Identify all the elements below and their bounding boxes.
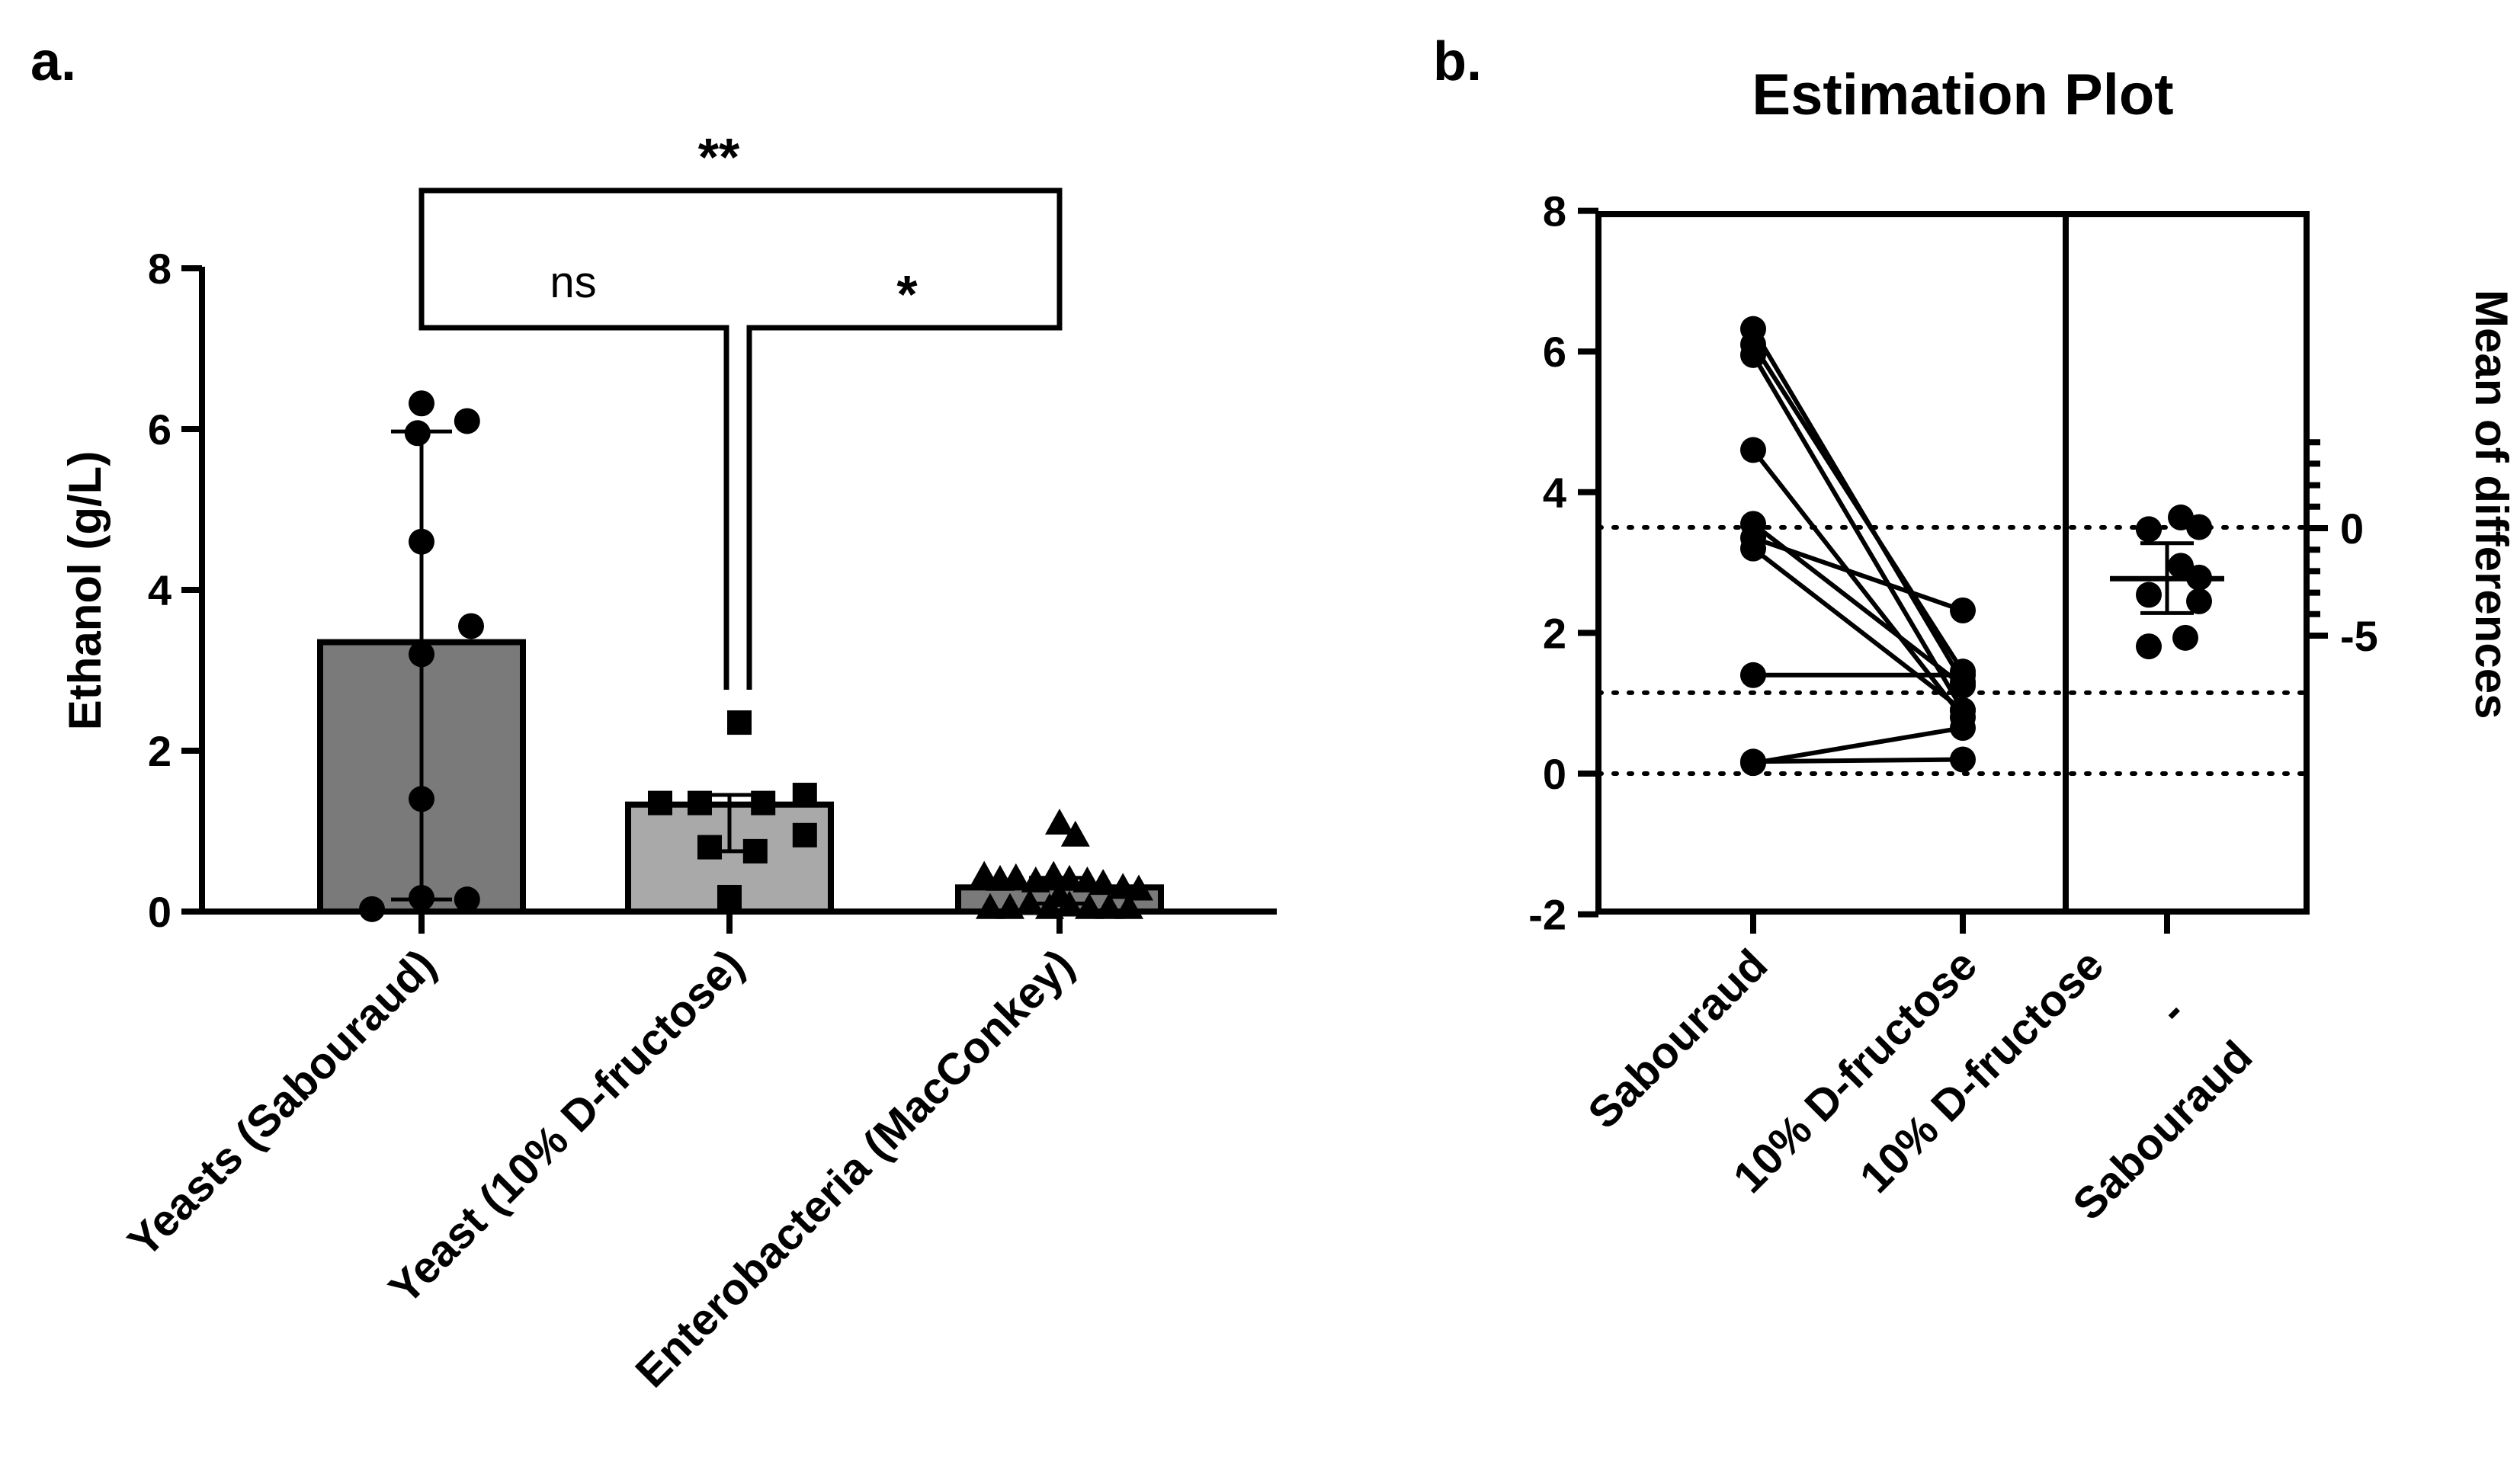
data-point [458, 613, 484, 639]
y-tick-label: 2 [1543, 609, 1566, 657]
data-point [1950, 662, 1976, 688]
y-tick-label: 4 [148, 566, 172, 614]
data-point [1950, 746, 1976, 773]
difference-point [2136, 633, 2162, 660]
data-point [1950, 597, 1976, 623]
category-label: Yeast (10% D-fructose) [380, 940, 753, 1313]
data-point [454, 408, 480, 434]
data-point [1740, 437, 1766, 463]
difference-point [2136, 582, 2162, 608]
data-point [1740, 662, 1766, 688]
y-tick-label: 0 [1543, 750, 1566, 798]
data-point [1740, 341, 1766, 368]
data-point [1950, 715, 1976, 742]
data-point [792, 822, 817, 848]
data-point [1060, 820, 1090, 847]
difference-label-bottom: Sabouraud [2063, 1031, 2262, 1229]
data-point [792, 783, 817, 808]
y-tick-label: 2 [148, 727, 172, 775]
difference-label-sep: - [2149, 988, 2195, 1033]
data-point [648, 790, 672, 816]
panel-b-label: b. [1433, 31, 1482, 92]
significance-label: * [896, 264, 918, 324]
data-point [727, 710, 752, 735]
panel-a-y-label: Ethanol (g/L) [59, 451, 111, 731]
data-point [1001, 863, 1031, 889]
right-y-tick-label: -5 [2340, 612, 2378, 660]
pair-line [1751, 448, 1965, 719]
y-tick-label: 6 [1543, 328, 1566, 376]
significance-bracket [418, 187, 1063, 290]
y-tick-label: 6 [148, 405, 172, 453]
significance-label: ** [698, 127, 740, 187]
significance-label: ns [550, 258, 596, 307]
panel-a-label: a. [30, 31, 76, 92]
pair-line [1751, 354, 1965, 712]
significance-bracket [746, 290, 1063, 690]
difference-point [2172, 624, 2198, 651]
pair-line [1751, 343, 1965, 673]
category-label: Sabouraud [1579, 940, 1777, 1138]
pair-line [1752, 535, 1964, 613]
pair-line [1752, 726, 1964, 766]
panel-b-frame [1595, 211, 2310, 915]
panel-a: a. 0 2 4 6 8 Yeasts (Sabouraud)Yeast (10% D-… [30, 31, 1277, 1397]
right-y-tick-label: 0 [2340, 505, 2364, 553]
difference-point [2186, 514, 2212, 540]
data-point [409, 390, 434, 417]
data-point [1045, 808, 1074, 835]
data-point [1088, 869, 1118, 896]
y-tick-label: 8 [1543, 187, 1566, 236]
category-label: Yeasts (Sabouraud) [118, 940, 445, 1267]
pair-line [1752, 546, 1964, 713]
data-point [1740, 535, 1766, 562]
panel-b: b. Estimation Plot -2 0 2 4 6 8 0 -5 Sabouraud… [1433, 31, 2517, 1229]
difference-point [2168, 553, 2194, 579]
y-tick-label: 4 [1543, 469, 1566, 517]
data-point [454, 886, 480, 913]
difference-point [2186, 588, 2212, 614]
pair-line [1752, 757, 1964, 764]
difference-point [2136, 516, 2162, 543]
panel-b-right-y-label: Mean of differences [2466, 290, 2517, 719]
y-tick-label: -2 [1528, 891, 1566, 939]
data-point [697, 835, 722, 860]
panel-b-title: Estimation Plot [1752, 62, 2173, 127]
y-tick-label: 8 [148, 245, 172, 293]
significance-bracket [418, 290, 729, 690]
data-point [1124, 874, 1153, 901]
y-tick-label: 0 [148, 888, 172, 936]
data-point [1740, 750, 1766, 777]
data-point [717, 885, 742, 910]
